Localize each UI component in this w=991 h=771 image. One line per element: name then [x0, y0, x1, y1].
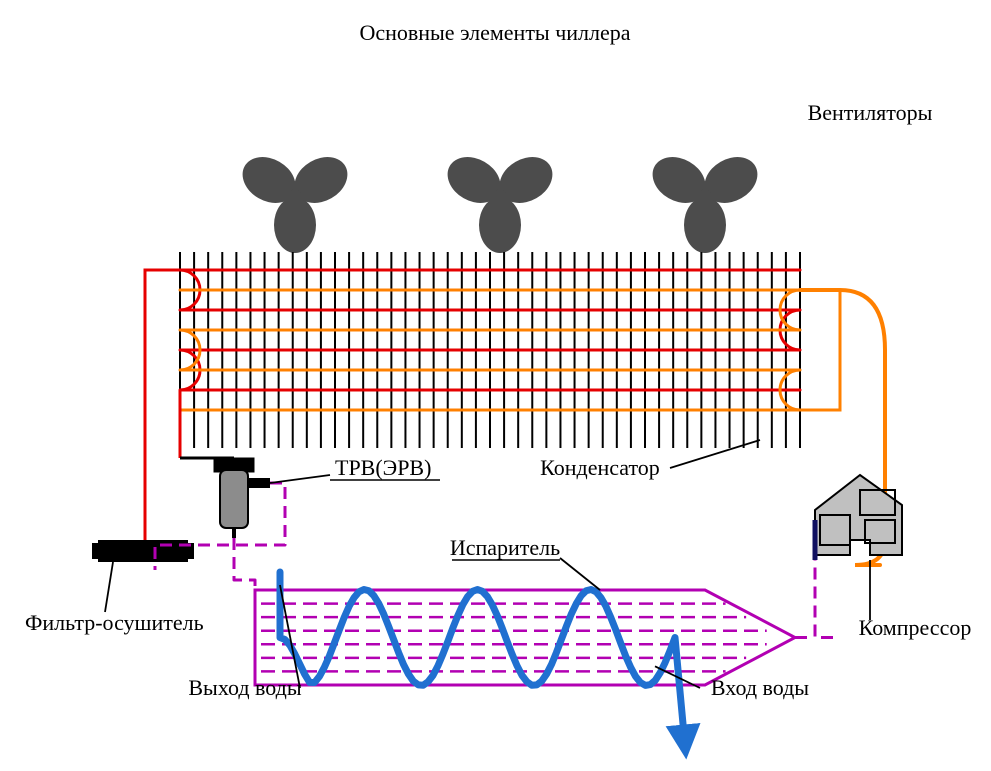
- label-filter: Фильтр-осушитель: [25, 610, 204, 635]
- label-water_out: Выход воды: [188, 675, 301, 700]
- label-trv: ТРВ(ЭРВ): [335, 455, 431, 480]
- condenser: [180, 252, 800, 448]
- diagram-svg: Основные элементы чиллера Вентиляторы Конд…: [0, 0, 991, 771]
- label-fans: Вентиляторы: [808, 100, 933, 125]
- pipe-magenta-suction: [795, 560, 833, 638]
- label-compressor: Компрессор: [859, 615, 972, 640]
- pipe-red-header: [145, 270, 180, 550]
- label-evaporator: Испаритель: [450, 535, 560, 560]
- compressor-icon: [815, 475, 902, 555]
- pipe-orange-drop: [800, 290, 840, 410]
- diagram-root: Основные элементы чиллера Вентиляторы Конд…: [0, 0, 991, 771]
- fan-icon: [439, 148, 560, 253]
- leader-line: [560, 558, 600, 590]
- leader-line: [270, 475, 330, 483]
- fans-group: [234, 148, 765, 253]
- fan-icon: [234, 148, 355, 253]
- fan-icon: [644, 148, 765, 253]
- label-condenser: Конденсатор: [540, 455, 660, 480]
- leader-line: [105, 562, 113, 612]
- label-water_in: Вход воды: [711, 675, 809, 700]
- diagram-title: Основные элементы чиллера: [359, 20, 630, 45]
- txv-icon: [214, 458, 270, 538]
